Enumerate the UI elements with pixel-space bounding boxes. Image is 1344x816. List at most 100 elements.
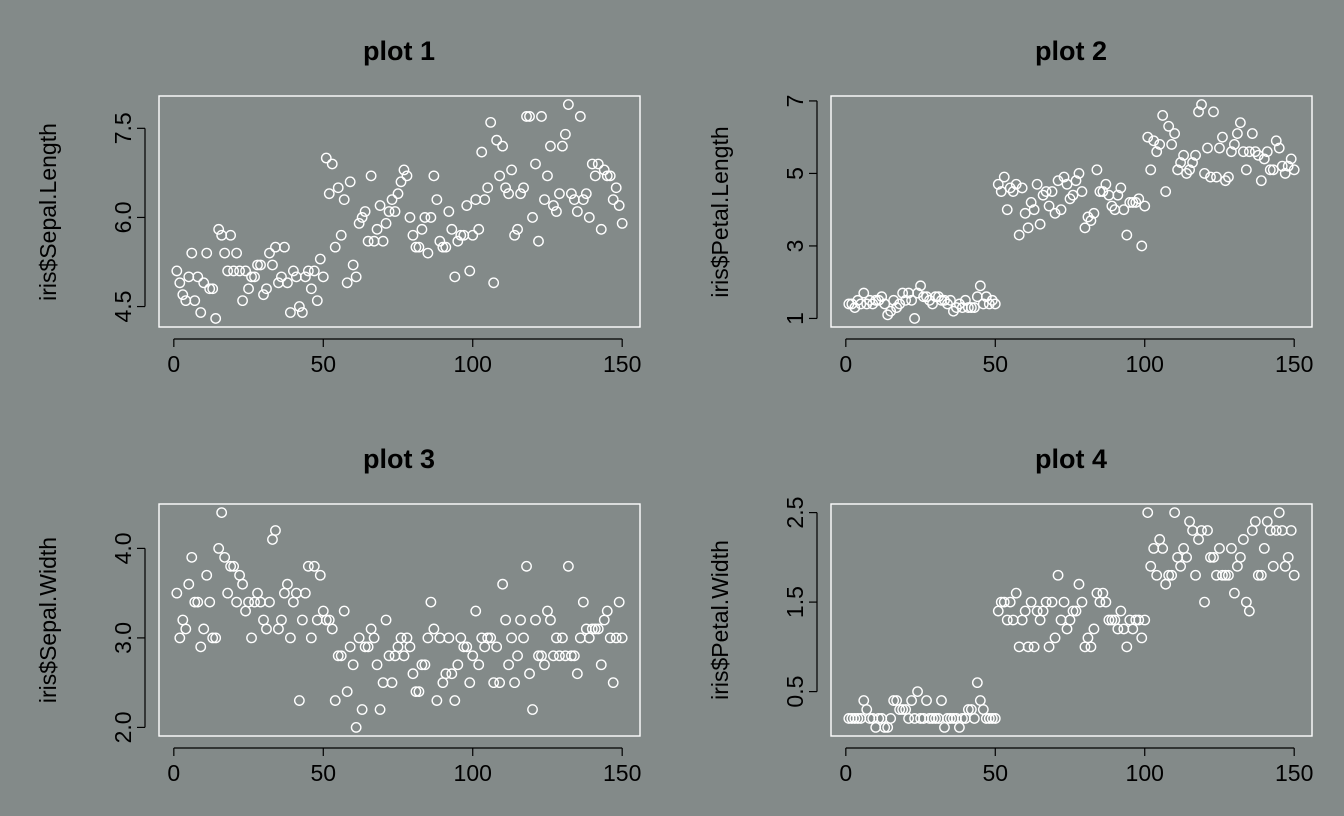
data-point <box>1007 186 1019 197</box>
data-point <box>1055 204 1067 216</box>
data-point <box>213 542 225 554</box>
data-point <box>852 294 864 306</box>
x-tick-label: 0 <box>167 760 180 786</box>
data-point <box>1085 215 1097 226</box>
data-point <box>1243 605 1255 617</box>
data-point <box>299 587 311 599</box>
data-point <box>207 632 219 644</box>
data-point <box>959 294 971 306</box>
data-point <box>1285 525 1297 536</box>
y-tick-label: 6.0 <box>110 201 136 233</box>
plot-area: 0 50 100 150 4.5 6.0 7.5 <box>110 95 641 377</box>
data-point <box>323 188 335 200</box>
data-point <box>261 283 272 295</box>
data-point <box>267 259 278 271</box>
data-point <box>1079 222 1091 234</box>
data-point <box>401 170 413 182</box>
data-point <box>305 283 317 295</box>
data-point <box>1282 551 1294 563</box>
data-point <box>1115 182 1127 194</box>
data-point <box>873 713 885 724</box>
data-point <box>1255 569 1267 581</box>
data-point <box>264 596 275 608</box>
data-point <box>548 200 559 211</box>
data-point <box>249 271 260 283</box>
data-point <box>1178 149 1189 161</box>
data-point <box>849 713 861 724</box>
data-point <box>228 265 240 277</box>
data-point <box>858 287 870 299</box>
data-point <box>1196 525 1207 536</box>
plot-area: 0 50 100 150 0.5 1.5 2.5 <box>782 497 1313 786</box>
data-point <box>237 295 248 307</box>
plot-panel-2: plot 2 iris$Petal.Length 0 50 100 150 1 3 5 7 <box>707 36 1313 377</box>
data-point <box>897 287 909 299</box>
plot-title: plot 4 <box>1035 444 1107 474</box>
data-point <box>891 302 903 313</box>
data-point <box>1270 135 1282 147</box>
data-point <box>512 650 523 662</box>
data-point <box>422 247 434 259</box>
data-point <box>1184 164 1195 176</box>
data-point <box>293 695 305 706</box>
data-point <box>1088 207 1100 219</box>
data-point <box>282 578 293 590</box>
data-point <box>207 283 219 295</box>
data-point <box>174 277 186 289</box>
data-point <box>341 277 353 289</box>
data-point <box>524 111 535 122</box>
data-point <box>861 298 873 310</box>
data-point <box>488 277 500 289</box>
data-point <box>951 302 962 313</box>
data-point <box>980 291 992 303</box>
data-point <box>1052 175 1064 187</box>
data-point <box>1025 197 1037 208</box>
data-point <box>371 659 383 671</box>
data-point <box>362 235 374 247</box>
data-point <box>210 632 222 644</box>
data-point <box>458 641 470 653</box>
data-point <box>1237 534 1249 545</box>
data-point <box>494 170 506 182</box>
data-point <box>198 277 210 289</box>
data-point <box>443 632 455 644</box>
data-point <box>527 212 538 223</box>
data-point <box>1046 186 1058 197</box>
data-point <box>296 307 308 318</box>
data-points <box>171 507 628 733</box>
data-point <box>1061 178 1073 190</box>
data-point <box>562 560 574 572</box>
data-point <box>216 507 228 518</box>
data-point <box>1279 168 1291 179</box>
data-point <box>610 632 622 644</box>
data-point <box>440 668 452 680</box>
data-point <box>542 170 553 182</box>
data-point <box>419 659 431 671</box>
data-point <box>1148 135 1160 147</box>
data-point <box>1064 193 1076 205</box>
data-point <box>192 596 204 608</box>
data-point <box>500 614 512 626</box>
data-point <box>455 229 467 241</box>
data-point <box>231 247 242 259</box>
data-point <box>1220 175 1231 187</box>
data-point <box>497 578 509 590</box>
data-point <box>530 158 541 170</box>
data-point <box>332 182 344 194</box>
data-point <box>962 704 974 715</box>
data-point <box>1196 99 1207 110</box>
data-point <box>416 659 428 671</box>
data-point <box>1214 142 1225 154</box>
y-tick-label: 1.5 <box>782 586 808 618</box>
data-point <box>1118 204 1130 216</box>
data-point <box>425 212 437 223</box>
plot-title: plot 2 <box>1035 36 1107 66</box>
y-axis-label: iris$Sepal.Width <box>35 537 61 703</box>
data-point <box>407 229 419 241</box>
data-point <box>1133 614 1145 626</box>
data-point <box>410 686 422 698</box>
data-point <box>467 650 479 662</box>
data-point <box>595 223 607 235</box>
data-point <box>476 146 488 158</box>
